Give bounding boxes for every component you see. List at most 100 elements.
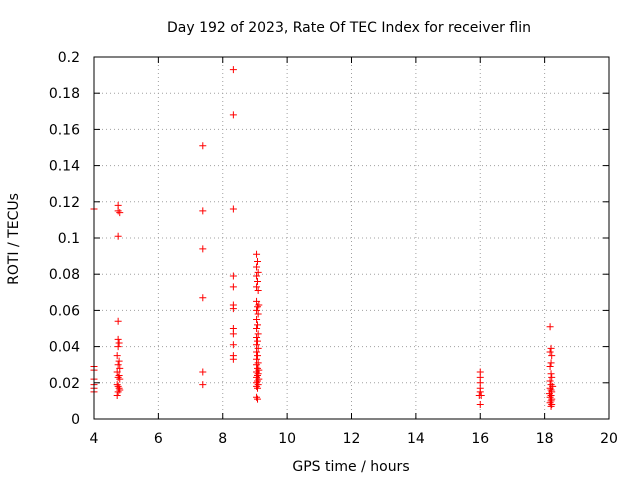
data-point-marker bbox=[253, 348, 261, 356]
data-point-marker bbox=[254, 384, 262, 392]
data-point-marker bbox=[254, 286, 262, 294]
data-point-marker bbox=[548, 401, 556, 409]
data-point-marker bbox=[547, 359, 555, 367]
data-point-marker bbox=[229, 205, 237, 213]
data-point-marker bbox=[229, 305, 237, 313]
data-point-marker bbox=[114, 207, 122, 215]
data-point-marker bbox=[114, 335, 122, 343]
data-point-marker bbox=[253, 263, 261, 271]
data-point-marker bbox=[255, 375, 263, 383]
data-point-marker bbox=[254, 370, 262, 378]
data-point-marker bbox=[253, 315, 261, 323]
data-point-marker bbox=[114, 361, 122, 369]
data-point-marker bbox=[254, 303, 262, 311]
plot-frame bbox=[93, 56, 610, 420]
x-tick-label: 10 bbox=[278, 431, 296, 447]
data-point-marker bbox=[547, 344, 555, 352]
chart-title: Day 192 of 2023, Rate Of TEC Index for r… bbox=[167, 20, 531, 36]
x-tick-label: 8 bbox=[218, 431, 227, 447]
data-point-marker bbox=[253, 361, 261, 369]
data-point-marker bbox=[199, 142, 207, 150]
data-point-marker bbox=[476, 388, 484, 396]
data-point-marker bbox=[546, 399, 554, 407]
data-point-marker bbox=[115, 372, 123, 380]
y-tick-label: 0.1 bbox=[58, 231, 80, 247]
data-point-marker bbox=[116, 375, 124, 383]
x-tick-label: 4 bbox=[90, 431, 99, 447]
data-point-marker bbox=[199, 207, 207, 215]
data-point-marker bbox=[113, 391, 121, 399]
data-point-marker bbox=[546, 377, 554, 385]
data-point-marker bbox=[254, 258, 262, 266]
x-tick-label: 16 bbox=[471, 431, 489, 447]
data-point-marker bbox=[114, 388, 122, 396]
data-point-marker bbox=[476, 401, 484, 409]
data-point-marker bbox=[229, 330, 237, 338]
data-point-marker bbox=[253, 325, 261, 332]
y-axis-ticks: 0 0.02 0.04 0.06 0.08 0.1 0.12 0.14 0.16 0.18 0.2 bbox=[49, 50, 609, 428]
y-tick-label: 0.02 bbox=[49, 376, 80, 392]
x-axis-ticks: 4 6 8 10 12 14 16 18 20 bbox=[90, 57, 618, 447]
x-tick-label: 18 bbox=[536, 431, 554, 447]
data-point-marker bbox=[546, 323, 554, 331]
data-point-marker bbox=[199, 245, 207, 253]
data-point-marker bbox=[253, 250, 261, 258]
data-point-marker bbox=[229, 111, 237, 119]
y-tick-label: 0.14 bbox=[49, 159, 80, 175]
x-tick-label: 6 bbox=[154, 431, 163, 447]
data-point-marker bbox=[116, 386, 124, 394]
data-point-marker bbox=[114, 343, 122, 351]
data-point-marker bbox=[229, 355, 237, 363]
data-point-marker bbox=[254, 277, 262, 285]
data-point-marker bbox=[253, 341, 261, 349]
data-point-marker bbox=[253, 393, 261, 401]
y-tick-label: 0.2 bbox=[58, 50, 80, 66]
y-tick-label: 0.04 bbox=[49, 340, 80, 356]
gridlines bbox=[94, 57, 609, 419]
data-point-marker bbox=[545, 390, 553, 398]
data-point-marker bbox=[254, 344, 262, 352]
data-point-marker bbox=[253, 334, 261, 342]
data-point-marker bbox=[254, 268, 262, 276]
data-point-marker bbox=[253, 382, 261, 390]
data-point-marker bbox=[254, 364, 262, 372]
data-point-marker bbox=[199, 294, 207, 302]
data-points bbox=[90, 66, 557, 410]
data-point-marker bbox=[253, 306, 261, 314]
data-point-marker bbox=[254, 310, 262, 318]
data-point-marker bbox=[254, 352, 262, 360]
data-point-marker bbox=[199, 381, 207, 389]
data-point-marker bbox=[547, 370, 555, 378]
data-point-marker bbox=[548, 373, 556, 381]
data-point-marker bbox=[254, 377, 262, 385]
data-point-marker bbox=[254, 381, 262, 389]
data-point-marker bbox=[254, 359, 262, 367]
data-point-marker bbox=[253, 272, 261, 280]
data-point-marker bbox=[116, 364, 124, 372]
data-point-marker bbox=[546, 384, 554, 392]
data-point-marker bbox=[253, 297, 261, 305]
data-point-marker bbox=[113, 381, 121, 389]
data-point-marker bbox=[115, 357, 123, 365]
data-point-marker bbox=[114, 232, 122, 240]
data-point-marker bbox=[546, 363, 554, 371]
x-tick-label: 20 bbox=[600, 431, 618, 447]
data-point-marker bbox=[116, 209, 124, 217]
x-tick-label: 12 bbox=[343, 431, 361, 447]
y-tick-label: 0 bbox=[71, 412, 80, 428]
data-point-marker bbox=[115, 339, 123, 347]
data-point-marker bbox=[229, 66, 237, 74]
data-point-marker bbox=[254, 330, 262, 338]
data-point-marker bbox=[115, 384, 123, 392]
data-point-marker bbox=[229, 283, 237, 291]
x-axis-label: GPS time / hours bbox=[292, 459, 409, 475]
data-point-marker bbox=[546, 348, 554, 356]
data-point-marker bbox=[254, 337, 262, 345]
data-point-marker bbox=[199, 368, 207, 376]
y-tick-label: 0.08 bbox=[49, 267, 80, 283]
x-tick-label: 14 bbox=[407, 431, 425, 447]
data-point-marker bbox=[255, 301, 263, 309]
data-point-marker bbox=[548, 352, 556, 360]
